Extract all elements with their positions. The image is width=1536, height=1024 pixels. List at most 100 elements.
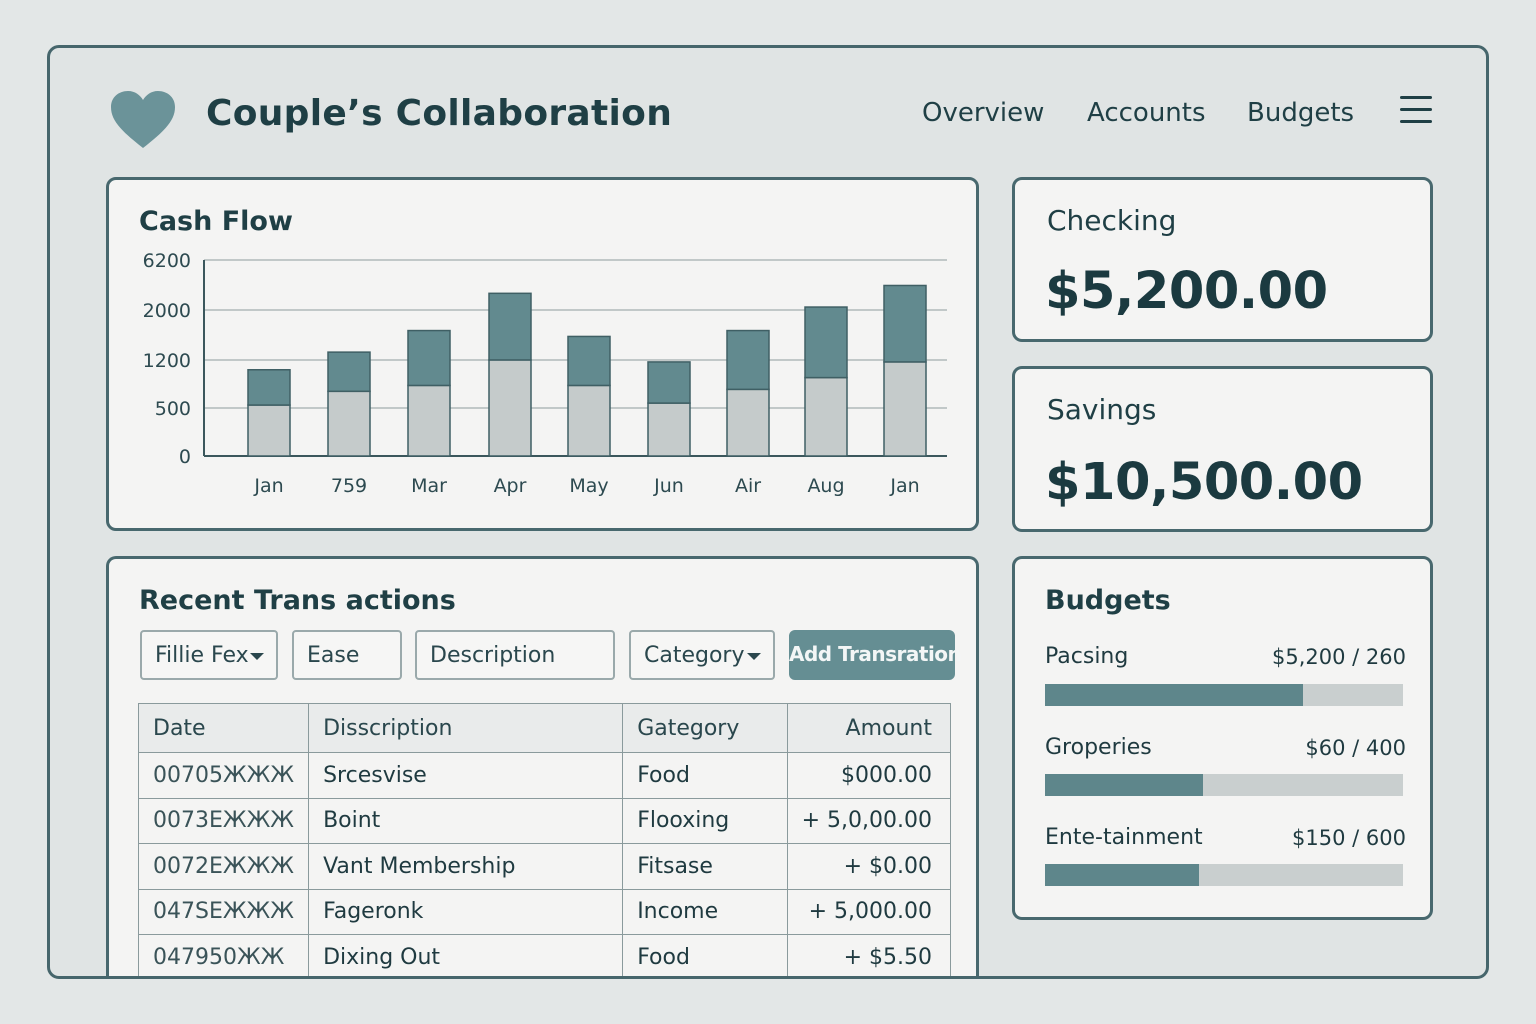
cash-flow-title: Cash Flow [139, 206, 293, 237]
budget-amount-groceries: $60 / 400 [1305, 736, 1406, 760]
budget-name-groceries: Groperies [1045, 735, 1152, 760]
bar-segment-upper [488, 292, 532, 361]
x-tick-label: Jan [253, 475, 283, 497]
x-tick-label: Air [735, 475, 761, 497]
savings-card[interactable]: Savings $10,500.00 [1012, 366, 1433, 532]
y-tick-label: 500 [155, 398, 191, 420]
cell-date: 047SЕЖЖЖ [137, 888, 310, 935]
budget-progress-fill [1045, 774, 1203, 796]
budgets-title: Budgets [1045, 585, 1171, 616]
bar-segment-lower [567, 384, 611, 457]
description-filter-value: Description [430, 643, 556, 668]
table-header-row: Date Disscription Gategory Amount [137, 703, 952, 753]
bar-segment-upper [247, 369, 291, 406]
category-filter-value: Category [644, 643, 745, 668]
y-tick-label: 2000 [143, 300, 191, 322]
column-header-description[interactable]: Disscription [308, 703, 624, 753]
bar-segment-lower [804, 376, 848, 457]
savings-label: Savings [1047, 393, 1157, 426]
checking-label: Checking [1047, 204, 1177, 237]
cell-description: Vant Membership [308, 843, 624, 890]
budget-progress-entertainment [1045, 864, 1403, 886]
ease-filter-input[interactable]: Ease [292, 630, 402, 680]
cell-description: Fageronk [308, 888, 624, 935]
cell-category: Food [622, 752, 788, 799]
table-row[interactable]: 0073ЕЖЖЖ Boint Flooxing + 5,0,00.00 [137, 797, 952, 844]
cell-date: 047950ЖЖ [137, 934, 310, 976]
table-row[interactable]: 00705ЖЖЖ Srcesvise Food $000.00 [137, 752, 952, 799]
payer-filter-dropdown[interactable]: Fillie Fex [140, 630, 278, 680]
budget-progress-housing [1045, 684, 1403, 706]
bar-segment-lower [726, 388, 770, 457]
y-tick-label: 6200 [143, 250, 191, 272]
chevron-down-icon [747, 653, 761, 660]
cell-date: 0072ЕЖЖЖ [137, 843, 310, 890]
transactions-table: Date Disscription Gategory Amount 00705Ж… [137, 703, 952, 976]
cell-amount: + 5,000.00 [786, 888, 952, 935]
nav-budgets[interactable]: Budgets [1247, 98, 1355, 128]
ease-filter-value: Ease [307, 643, 360, 668]
nav-overview[interactable]: Overview [922, 98, 1045, 128]
cell-description: Boint [308, 797, 624, 844]
checking-card[interactable]: Checking $5,200.00 [1012, 177, 1433, 342]
column-header-date[interactable]: Date [137, 703, 310, 753]
bar-segment-upper [407, 329, 451, 387]
x-tick-label: Jun [653, 475, 684, 497]
budget-amount-entertainment: $150 / 600 [1292, 826, 1406, 850]
nav-accounts[interactable]: Accounts [1087, 98, 1206, 128]
heart-logo-icon [111, 91, 175, 148]
chevron-down-icon [250, 653, 264, 660]
x-tick-label: Aug [807, 475, 844, 497]
app-title: Couple’s Collaboration [206, 93, 673, 134]
bar-segment-upper [327, 351, 371, 393]
payer-filter-value: Fillie Fex [155, 643, 249, 668]
budget-name-housing: Pacsing [1045, 644, 1129, 669]
bar-segment-lower [647, 402, 691, 457]
savings-balance: $10,500.00 [1045, 453, 1363, 512]
cell-category: Flooxing [622, 797, 788, 844]
cell-description: Srcesvise [308, 752, 624, 799]
x-tick-label: Jan [889, 475, 919, 497]
cell-category: Income [622, 888, 788, 935]
cell-category: Food [622, 934, 788, 976]
budget-name-entertainment: Ente-tainment [1045, 825, 1203, 850]
bar-segment-upper [883, 284, 927, 363]
bar-segment-upper [804, 306, 848, 379]
table-row[interactable]: 0072ЕЖЖЖ Vant Membership Fitsase + $0.00 [137, 843, 952, 890]
transactions-title: Recent Trans actions [139, 585, 456, 616]
bar-segment-lower [488, 359, 532, 457]
column-header-amount[interactable]: Amount [786, 703, 952, 753]
y-tick-label: 0 [179, 446, 191, 468]
x-tick-label: 759 [331, 475, 367, 497]
budgets-panel: Budgets Pacsing $5,200 / 260 Groperies $… [1012, 556, 1433, 920]
table-row[interactable]: 047SЕЖЖЖ Fageronk Income + 5,000.00 [137, 888, 952, 935]
checking-balance: $5,200.00 [1045, 262, 1328, 321]
cell-description: Dixing Out [308, 934, 624, 976]
cell-amount: + $0.00 [786, 843, 952, 890]
cash-flow-chart: 0 500 1200 2000 6200 Jan 759 Mar Apr May Jun Air Aug… [143, 250, 947, 497]
recent-transactions-panel: Recent Trans actions Fillie Fex Ease Des… [106, 556, 979, 976]
x-tick-label: May [569, 475, 608, 497]
bar-segment-lower [247, 404, 291, 457]
description-filter-input[interactable]: Description [415, 630, 615, 680]
y-tick-label: 1200 [143, 350, 191, 372]
app-window: Couple’s Collaboration Overview Accounts… [47, 45, 1489, 979]
table-row[interactable]: 047950ЖЖ Dixing Out Food + $5.50 [137, 934, 952, 976]
menu-icon[interactable] [1400, 96, 1432, 126]
bar-segment-lower [883, 361, 927, 457]
column-header-category[interactable]: Gategory [622, 703, 788, 753]
cash-flow-panel: Cash Flow 0 500 1200 2000 6200 Jan 759 Mar Apr Ma… [106, 177, 979, 531]
add-transaction-button[interactable]: Add Transration [789, 630, 962, 680]
bar-segment-upper [567, 335, 611, 387]
category-filter-dropdown[interactable]: Category [629, 630, 775, 680]
cell-amount: + 5,0,00.00 [786, 797, 952, 844]
cell-date: 0073ЕЖЖЖ [137, 797, 310, 844]
cell-date: 00705ЖЖЖ [137, 752, 310, 799]
budget-amount-housing: $5,200 / 260 [1272, 645, 1406, 669]
cell-category: Fitsase [622, 843, 788, 890]
budget-progress-groceries [1045, 774, 1403, 796]
bar-segment-lower [327, 390, 371, 457]
budget-progress-fill [1045, 864, 1199, 886]
budget-progress-fill [1045, 684, 1303, 706]
bar-segment-upper [726, 329, 770, 391]
